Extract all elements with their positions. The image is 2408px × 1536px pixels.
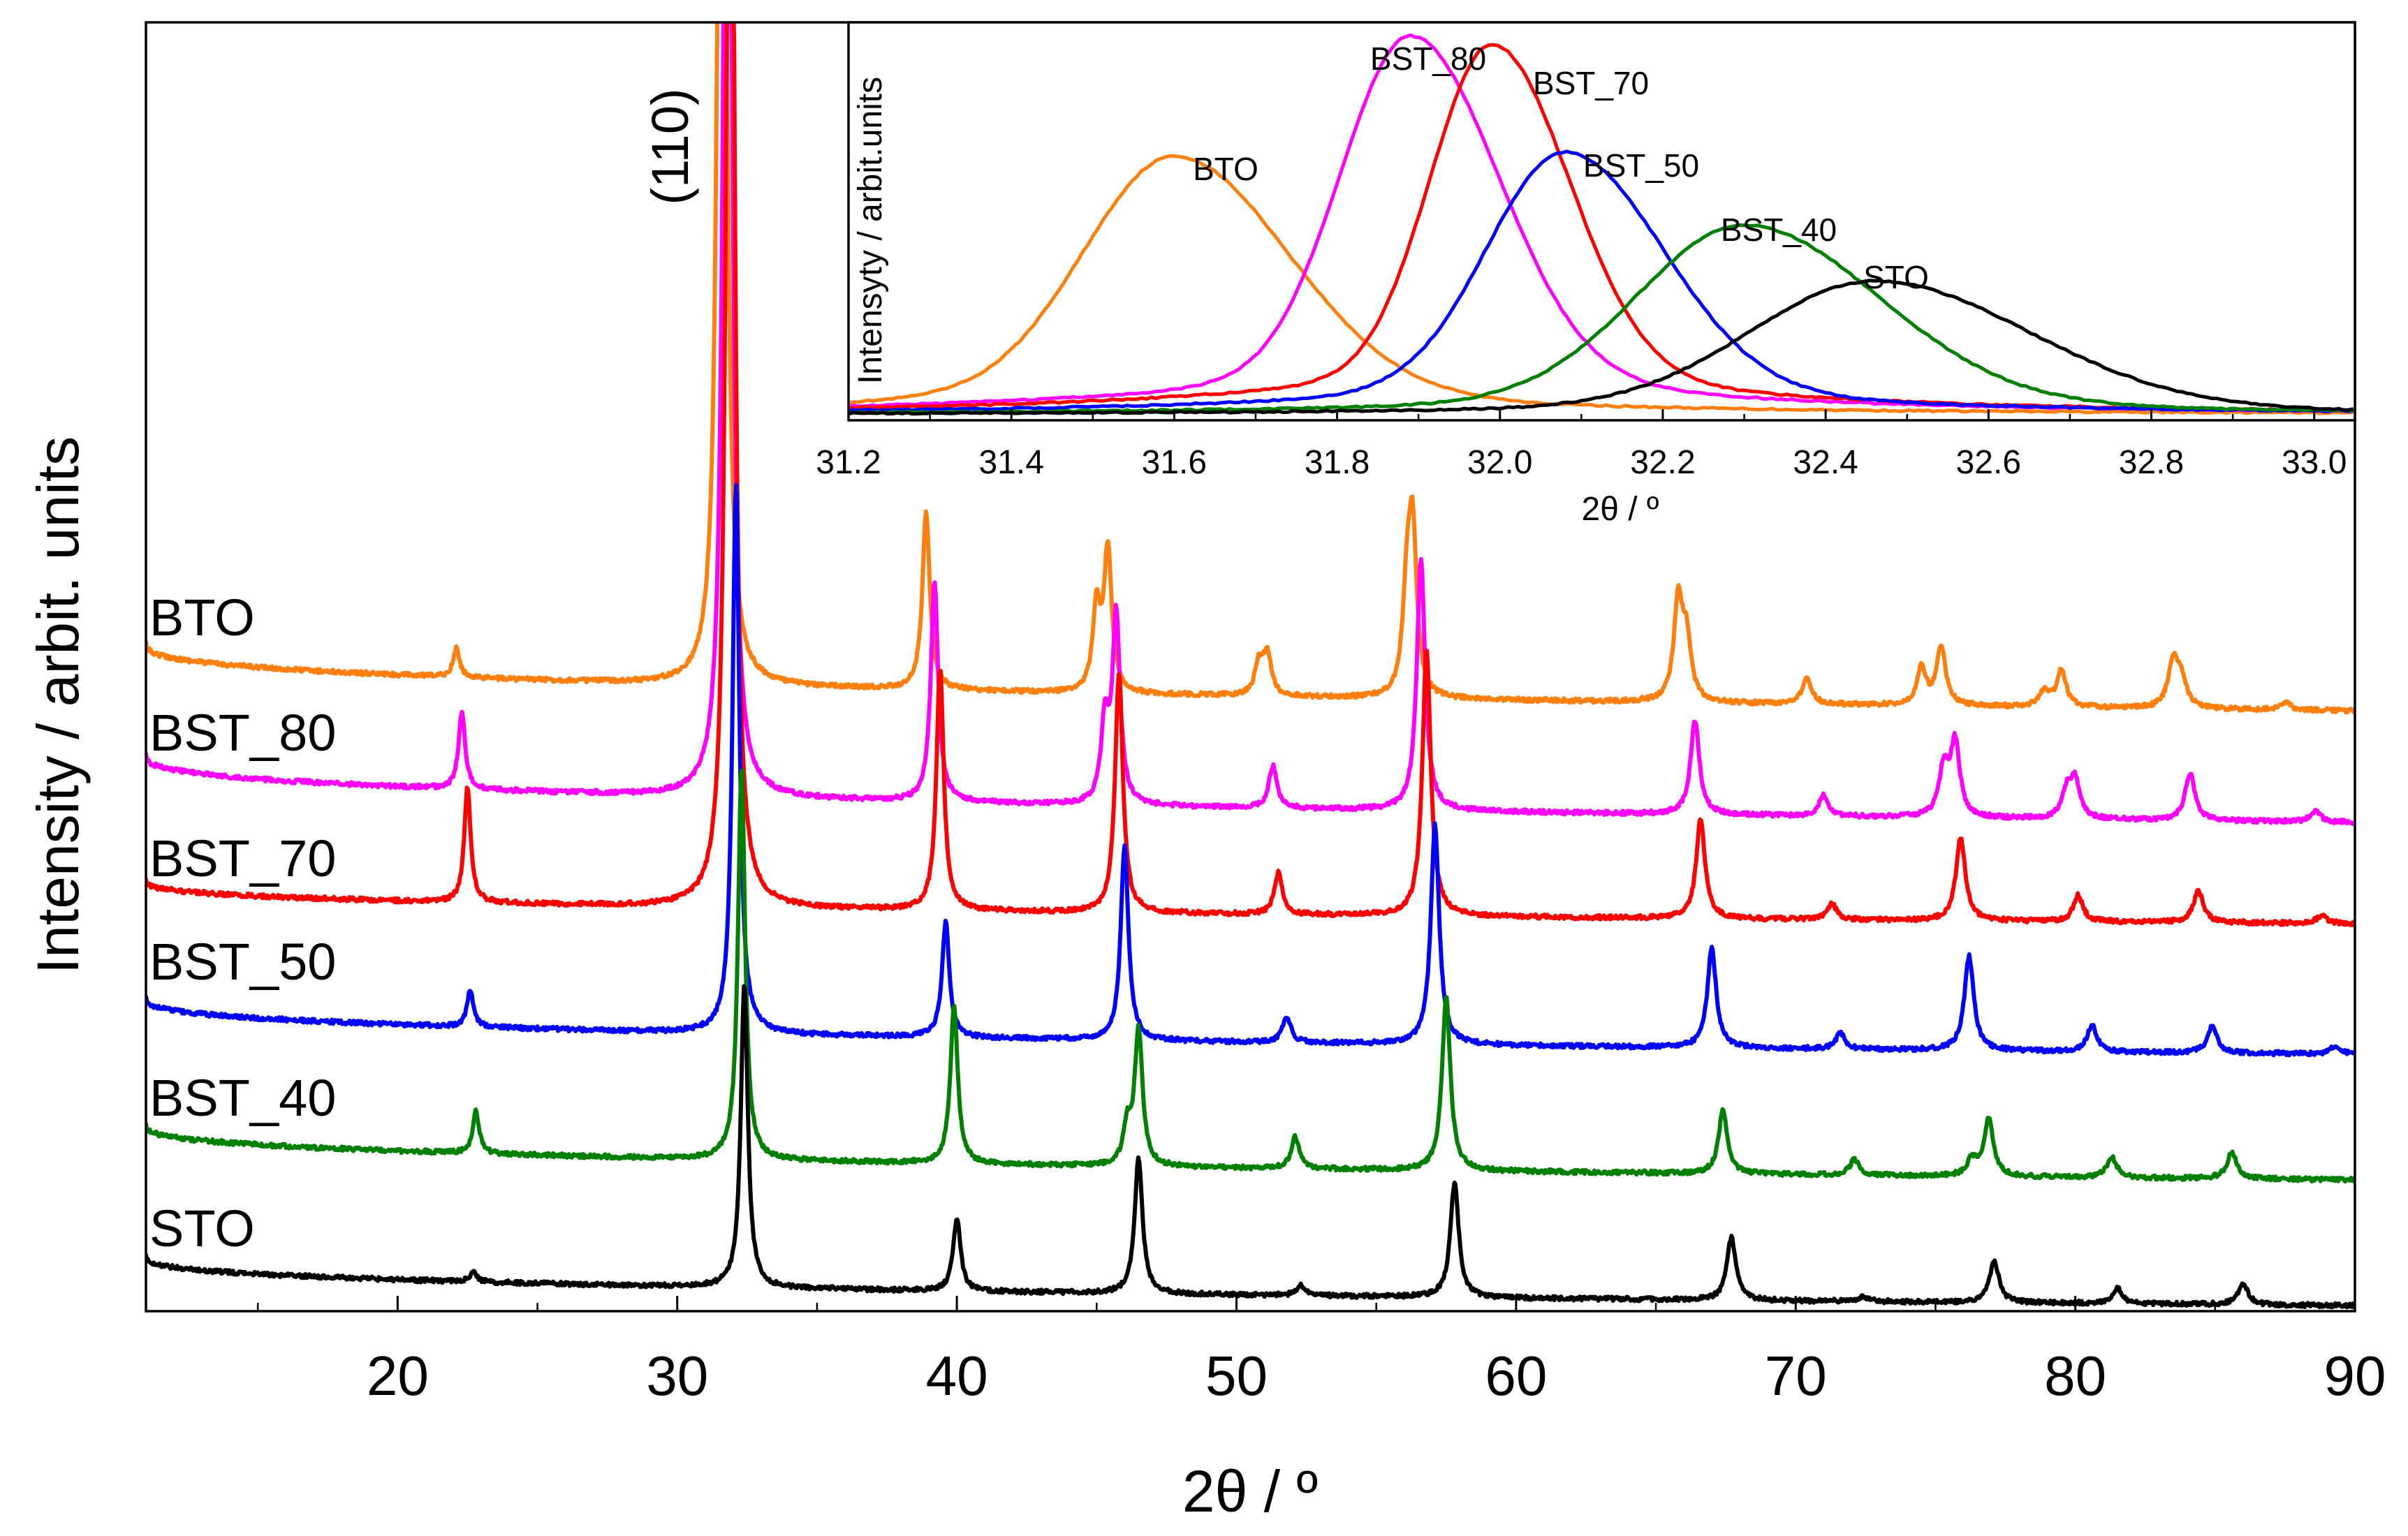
main-x-tick-label: 40 [926, 1345, 988, 1407]
main-trace-bst-70 [146, 22, 2355, 928]
inset-x-tick-label: 31.2 [816, 444, 881, 481]
main-series-label-bst-70: BST_70 [149, 829, 336, 887]
inset-series-label-bst-70: BST_70 [1533, 65, 1649, 101]
main-series-label-bto: BTO [149, 589, 255, 647]
inset-x-tick-label: 31.4 [978, 444, 1043, 481]
inset-x-tick-label: 31.6 [1142, 444, 1207, 481]
inset-series-label-bst-40: BST_40 [1721, 212, 1837, 248]
main-x-tick-label: 30 [646, 1345, 708, 1407]
inset-series-label-bst-80: BST_80 [1370, 40, 1486, 77]
main-traces [146, 22, 2355, 1310]
main-series-label-sto: STO [149, 1199, 255, 1257]
main-series-labels: BTO BST_80 BST_70 BST_50 BST_40 STO [149, 589, 336, 1257]
main-trace-bst-40 [146, 768, 2355, 1184]
inset-frame [847, 21, 2356, 422]
main-x-tick-label: 60 [1485, 1345, 1547, 1407]
main-x-tick-label: 80 [2044, 1345, 2106, 1407]
inset-x-tick-label: 33.0 [2282, 444, 2347, 481]
inset-series-label-sto: STO [1863, 259, 1929, 295]
inset-x-tick-label: 32.4 [1793, 444, 1858, 481]
inset-background [849, 22, 2355, 420]
inset-trace-bto [849, 154, 2354, 415]
main-x-tick-label: 20 [367, 1345, 429, 1407]
inset-y-axis-label: Intensyty / arbit.units [852, 77, 889, 384]
inset-series-label-bto: BTO [1193, 151, 1258, 187]
inset-trace-sto [849, 279, 2354, 416]
inset-x-tick-label: 32.2 [1630, 444, 1695, 481]
main-x-tick-label: 50 [1205, 1345, 1268, 1407]
inset-x-tick-label: 32.0 [1467, 444, 1532, 481]
peak-110-annotation: (110) [641, 88, 699, 205]
main-series-label-bst-40: BST_40 [149, 1069, 336, 1127]
main-series-label-bst-80: BST_80 [149, 704, 336, 762]
main-plot: (110) BTO BST_80 BST_70 BST_50 BST_40 STO 20 3… [25, 21, 2386, 1524]
inset-traces [849, 33, 2354, 416]
main-trace-bto [146, 22, 2355, 715]
main-trace-bst-80 [146, 22, 2355, 826]
main-x-axis-label: 2θ / º [1182, 1459, 1318, 1524]
inset-x-axis-label: 2θ / º [1582, 491, 1659, 528]
main-x-axis: 20 30 40 50 60 70 80 90 [256, 1296, 2386, 1407]
inset-series-label-bst-50: BST_50 [1583, 147, 1699, 184]
main-y-axis-label: Intensity / arbit. units [25, 436, 91, 974]
inset-trace-bst-50 [849, 149, 2354, 413]
main-x-tick-label: 90 [2324, 1345, 2386, 1407]
main-trace-sto [146, 984, 2355, 1310]
inset-x-tick-label: 32.6 [1956, 444, 2021, 481]
main-series-label-bst-50: BST_50 [149, 933, 336, 991]
main-x-tick-label: 70 [1765, 1345, 1827, 1407]
inset-x-tick-label: 31.8 [1305, 444, 1370, 481]
main-trace-bst-50 [146, 482, 2355, 1058]
inset-x-axis: 31.2 31.4 31.6 31.8 32.0 32.2 32.4 32.6 32.8 33.0 [816, 409, 2347, 481]
inset-x-tick-label: 32.8 [2119, 444, 2184, 481]
inset-series-labels: BTO BST_80 BST_70 BST_50 BST_40 STO [1193, 40, 1929, 295]
